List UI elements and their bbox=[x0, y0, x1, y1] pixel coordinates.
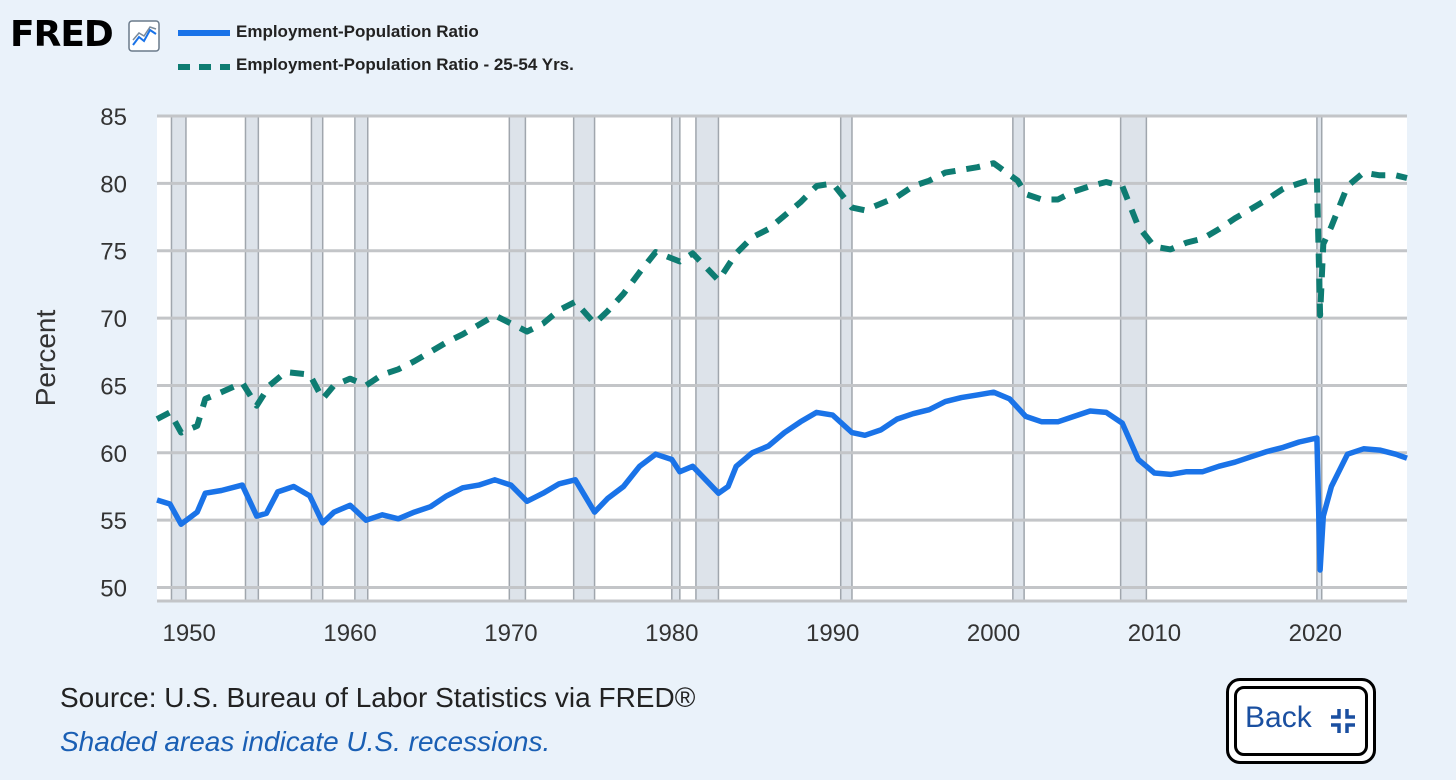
collapse-icon bbox=[1331, 709, 1355, 733]
line-chart-icon bbox=[128, 20, 160, 52]
recession-band bbox=[671, 115, 681, 602]
solid-line-swatch-icon bbox=[178, 30, 230, 36]
back-button-label: Back bbox=[1245, 701, 1312, 734]
series-line bbox=[155, 160, 1408, 436]
x-tick-label: 1950 bbox=[162, 620, 215, 647]
recession-band bbox=[508, 115, 527, 602]
recession-band bbox=[310, 115, 324, 602]
x-tick-label: 2010 bbox=[1128, 620, 1181, 647]
y-tick-label: 65 bbox=[100, 373, 127, 400]
y-tick-label: 75 bbox=[100, 239, 127, 266]
recession-band bbox=[1012, 115, 1025, 602]
plot-background bbox=[157, 116, 1407, 601]
x-tick-label: 1990 bbox=[806, 620, 859, 647]
y-tick-label: 85 bbox=[100, 104, 127, 131]
y-axis-label: Percent bbox=[30, 310, 61, 407]
y-axis-ticks: 50 55 60 65 70 75 80 85 bbox=[100, 104, 127, 603]
series-lines bbox=[155, 160, 1408, 573]
series-line bbox=[156, 389, 1408, 573]
recession-band bbox=[695, 115, 720, 602]
back-button-frame bbox=[1234, 686, 1368, 756]
y-tick-label: 50 bbox=[100, 576, 127, 603]
dashed-line-swatch-icon bbox=[178, 64, 230, 70]
chart-area: 50 55 60 65 70 75 80 85 1950 1960 1970 1980 1990 200… bbox=[30, 104, 1408, 647]
y-tick-label: 70 bbox=[100, 306, 127, 333]
x-tick-label: 2020 bbox=[1289, 620, 1342, 647]
recession-band bbox=[244, 115, 260, 602]
legend-label: Employment-Population Ratio - 25-54 Yrs. bbox=[236, 55, 574, 74]
header: FRED Employment-Population Ratio Employm… bbox=[0, 0, 1456, 90]
recession-band bbox=[170, 115, 187, 602]
y-tick-label: 60 bbox=[100, 441, 127, 468]
recession-band bbox=[354, 115, 369, 602]
x-tick-label: 1960 bbox=[323, 620, 376, 647]
recession-band bbox=[572, 115, 596, 602]
y-tick-label: 80 bbox=[100, 171, 127, 198]
x-tick-label: 1980 bbox=[645, 620, 698, 647]
x-axis-ticks: 1950 1960 1970 1980 1990 2000 2010 2020 bbox=[162, 620, 1342, 647]
x-tick-label: 2000 bbox=[967, 620, 1020, 647]
y-tick-label: 55 bbox=[100, 508, 127, 535]
recession-band bbox=[839, 115, 853, 602]
recession-note: Shaded areas indicate U.S. recessions. bbox=[60, 726, 551, 757]
fred-logo[interactable]: FRED bbox=[10, 14, 114, 55]
legend-label: Employment-Population Ratio bbox=[236, 22, 479, 41]
x-tick-label: 1970 bbox=[484, 620, 537, 647]
source-text: Source: U.S. Bureau of Labor Statistics … bbox=[60, 682, 696, 713]
back-button[interactable]: Back bbox=[1226, 678, 1376, 764]
